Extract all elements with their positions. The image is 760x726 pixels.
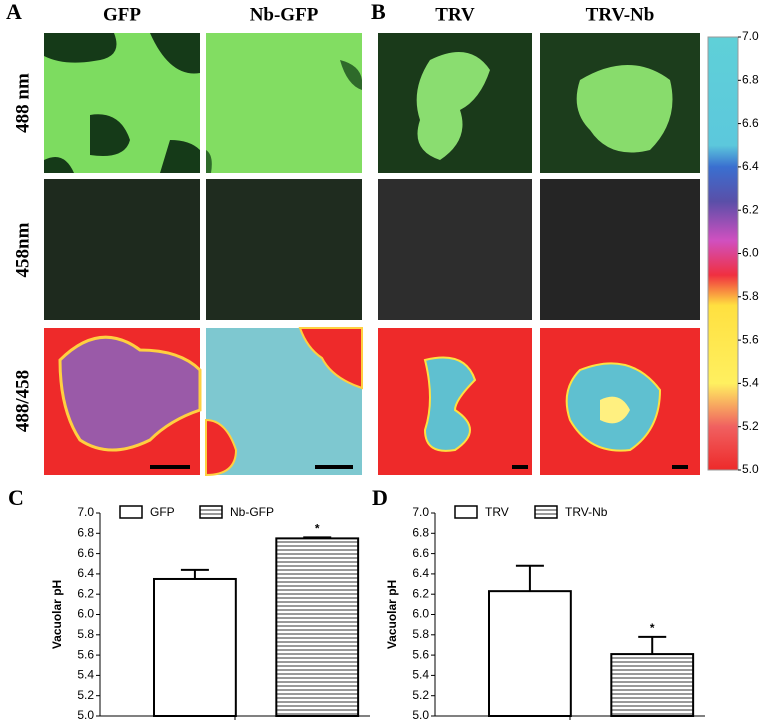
column-label: TRV-Nb (586, 4, 655, 25)
colorbar-tick-label: 6.6 (742, 116, 759, 130)
micrographs (44, 33, 739, 477)
y-tick-label: 5.8 (412, 627, 429, 641)
row-label: 458nm (12, 222, 33, 277)
column-label: GFP (103, 4, 141, 25)
legend-label: GFP (150, 505, 175, 519)
y-tick-label: 6.0 (412, 607, 429, 621)
y-tick-label: 7.0 (412, 505, 429, 519)
y-tick-label: 6.4 (412, 566, 429, 580)
colorbar-tick-label: 5.2 (742, 419, 759, 433)
y-axis-label: Vacuolar pH (50, 580, 64, 649)
legend-swatch (119, 505, 143, 519)
y-tick-label: 5.4 (412, 668, 429, 682)
y-tick-label: 6.2 (412, 586, 429, 600)
row-label: 488 nm (12, 73, 33, 133)
y-tick-label: 5.0 (77, 708, 94, 722)
y-tick-label: 6.6 (77, 546, 94, 560)
colorbar-tick-label: 5.0 (742, 462, 759, 476)
colorbar-tick-label: 6.4 (742, 159, 759, 173)
colorbar-tick-label: 5.4 (742, 376, 759, 390)
y-tick-label: 7.0 (77, 505, 94, 519)
column-label: Nb-GFP (250, 4, 319, 25)
colorbar-tick-label: 7.0 (742, 29, 759, 43)
colorbar-tick-label: 5.8 (742, 289, 759, 303)
bar (610, 653, 695, 718)
panel-label: B (371, 0, 386, 24)
y-tick-label: 5.2 (412, 688, 429, 702)
y-tick-label: 5.0 (412, 708, 429, 722)
bar (275, 537, 360, 717)
y-tick-label: 6.2 (77, 586, 94, 600)
column-label: TRV (435, 4, 475, 25)
y-tick-label: 6.6 (412, 546, 429, 560)
legend-label: TRV (485, 505, 509, 519)
colorbar-tick-label: 5.6 (742, 332, 759, 346)
panel-label: D (372, 485, 388, 510)
colorbar-tick-label: 6.0 (742, 246, 759, 260)
row-label: 488/458 (12, 370, 33, 432)
legend-label: Nb-GFP (230, 505, 274, 519)
legend-swatch (534, 505, 558, 519)
y-tick-label: 6.0 (77, 607, 94, 621)
y-tick-label: 5.8 (77, 627, 94, 641)
significance-marker: * (650, 621, 655, 635)
y-tick-label: 5.4 (77, 668, 94, 682)
colorbar-tick-label: 6.2 (742, 202, 759, 216)
y-tick-label: 5.6 (412, 647, 429, 661)
panel-label: A (6, 0, 22, 24)
panel-label: C (8, 485, 24, 510)
legend-label: TRV-Nb (565, 505, 608, 519)
significance-marker: * (315, 522, 320, 536)
y-tick-label: 6.4 (77, 566, 94, 580)
y-tick-label: 6.8 (77, 525, 94, 539)
y-tick-label: 5.2 (77, 688, 94, 702)
y-axis-label: Vacuolar pH (385, 580, 399, 649)
bar (488, 590, 572, 718)
legend-swatch (454, 505, 478, 519)
y-tick-label: 6.8 (412, 525, 429, 539)
colorbar-tick-label: 6.8 (742, 72, 759, 86)
bar (153, 577, 237, 717)
legend-swatch (199, 505, 223, 519)
y-tick-label: 5.6 (77, 647, 94, 661)
